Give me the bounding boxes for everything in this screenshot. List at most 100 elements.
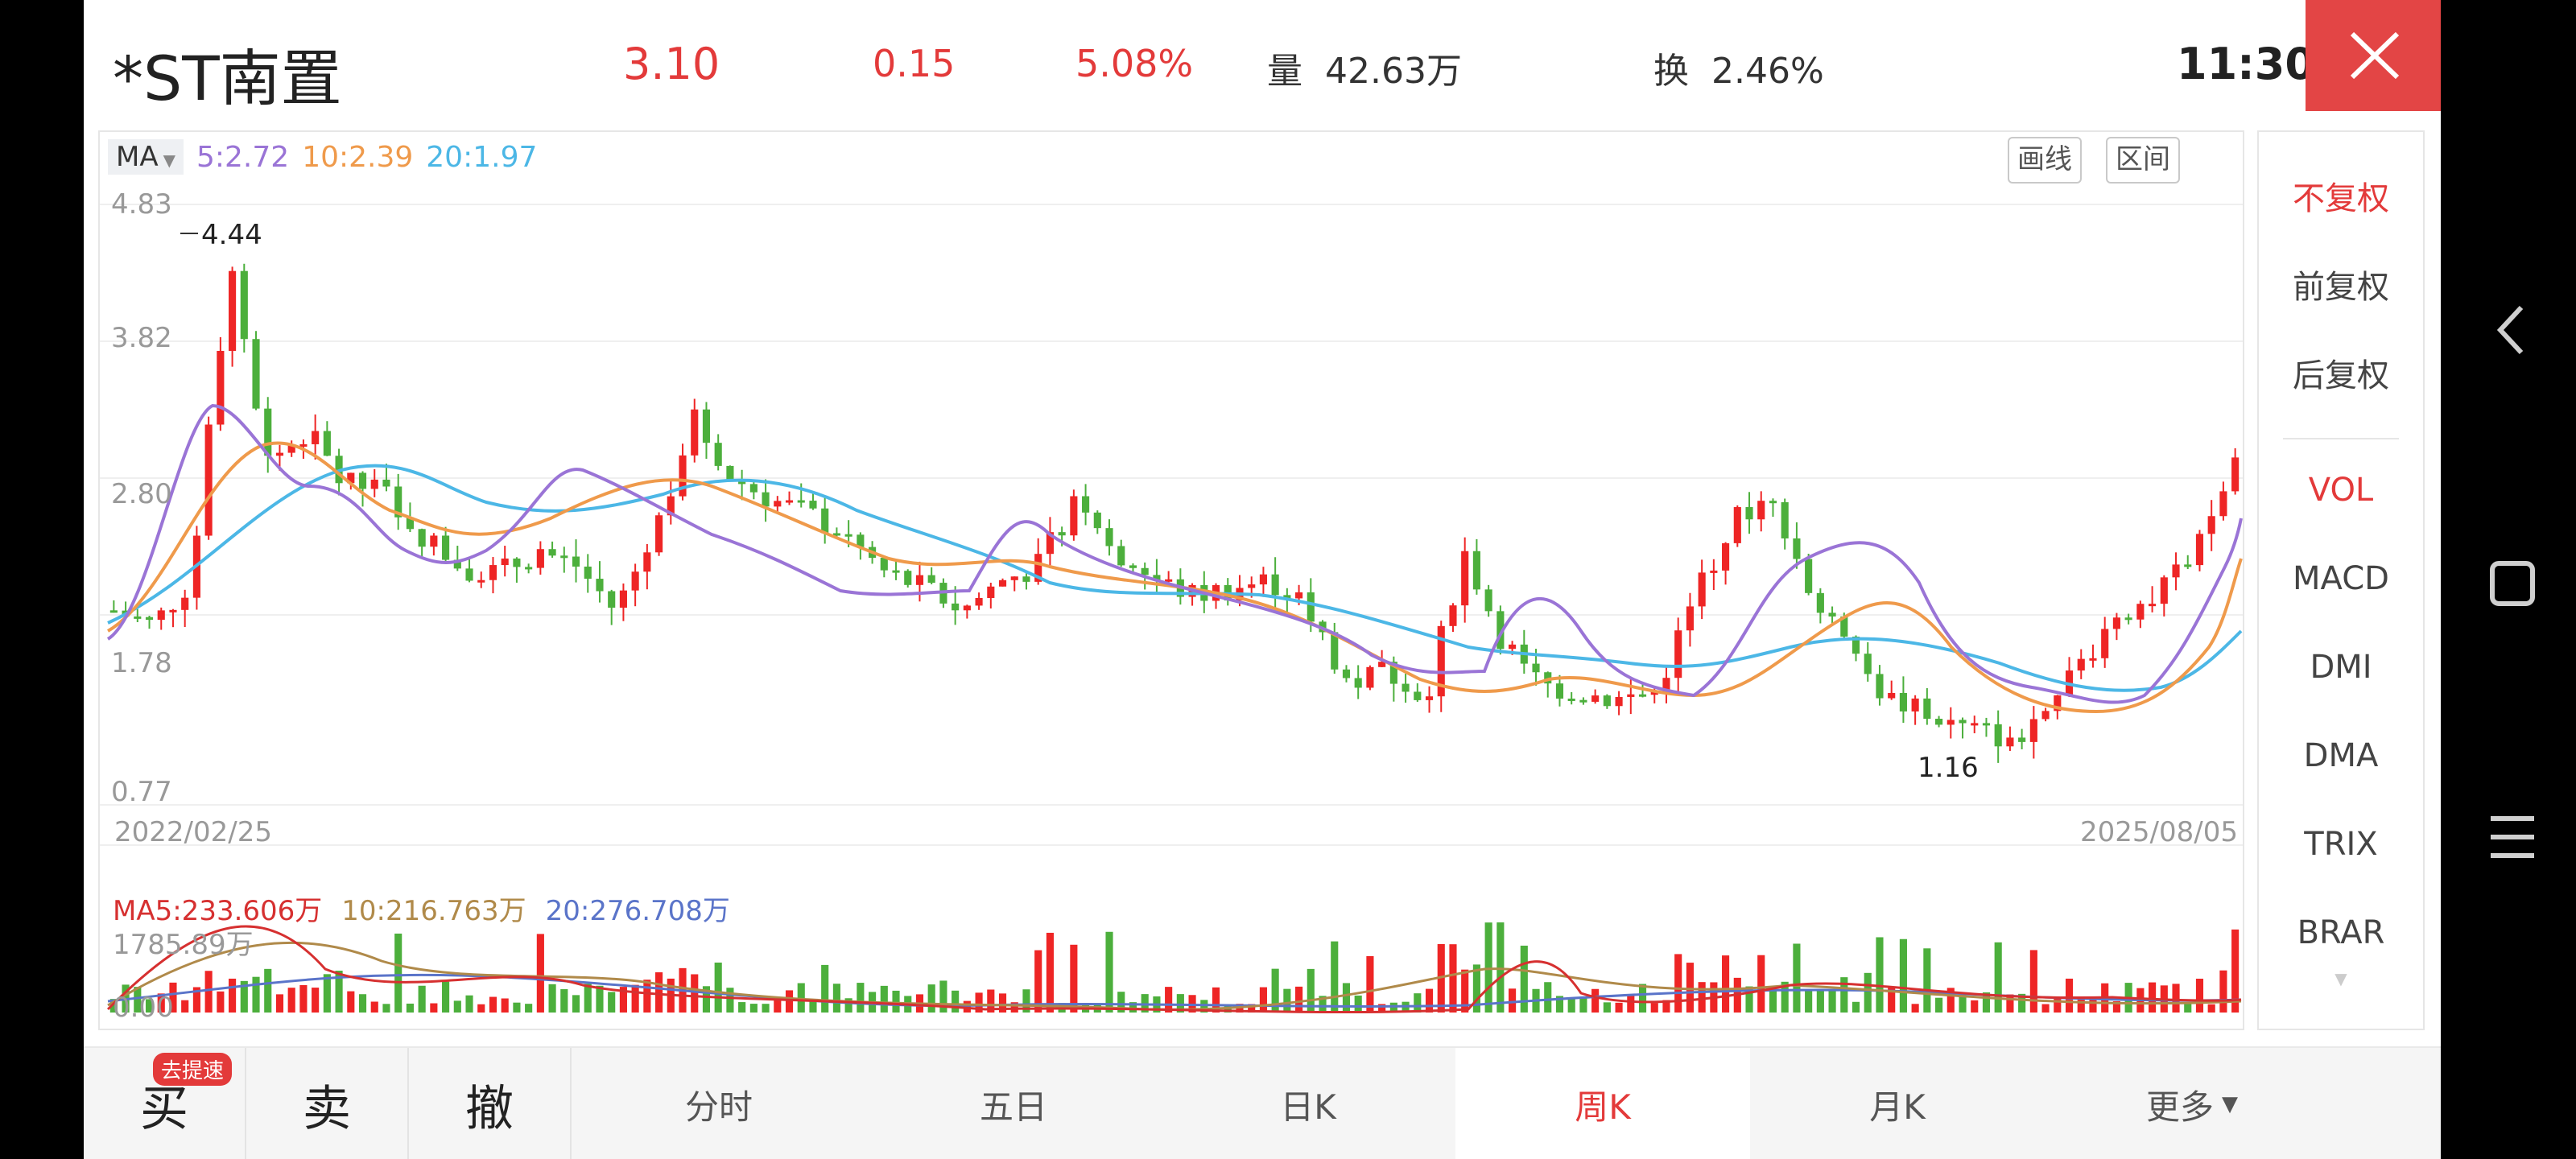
candle-body — [1248, 584, 1256, 588]
volume-bar — [453, 1000, 461, 1013]
volume-bar — [2054, 997, 2062, 1013]
volume-bar — [2077, 998, 2085, 1013]
ma-legend: MA ▼ 5:2.72 10:2.39 20:1.97 — [108, 138, 537, 175]
date-end: 2025/08/05 — [2080, 816, 2238, 848]
candle-body — [1579, 699, 1587, 703]
candle-body — [453, 559, 461, 569]
candle-body — [1283, 595, 1291, 599]
candle-body — [1354, 678, 1362, 688]
volume-bar — [1591, 988, 1600, 1013]
candle-body — [2149, 604, 2157, 607]
volume-bar — [2006, 994, 2014, 1013]
tab-weekly-k[interactable]: 周K — [1455, 1048, 1750, 1159]
candle-body — [1923, 698, 1931, 720]
home-icon[interactable] — [2484, 555, 2541, 612]
candle-body — [2101, 629, 2109, 658]
candle-body — [181, 597, 189, 610]
system-nav-bar — [2447, 0, 2576, 1159]
menu-item-no-adjust[interactable]: 不复权 — [2293, 180, 2389, 217]
candle-body — [501, 558, 509, 566]
candle-body — [477, 580, 485, 583]
volume-bar — [1876, 937, 1884, 1013]
menu-item-dmi[interactable]: DMI — [2310, 649, 2372, 686]
scroll-down-icon: ▼ — [2334, 969, 2347, 988]
draw-line-button[interactable]: 画线 — [2008, 137, 2082, 184]
candle-body — [1615, 696, 1623, 707]
volume-bar — [323, 974, 331, 1013]
candle-body — [963, 605, 971, 611]
volume-bar — [157, 993, 165, 1013]
volume-bar — [702, 986, 711, 1013]
close-button[interactable] — [2306, 0, 2441, 111]
volume-bar — [1248, 1004, 1256, 1013]
volume-bar — [1971, 1000, 1979, 1013]
volume-bar — [1674, 954, 1682, 1013]
menu-item-macd[interactable]: MACD — [2293, 560, 2389, 597]
candle-body — [204, 424, 213, 536]
candle-body — [1307, 592, 1315, 622]
tab-daily-k[interactable]: 日K — [1280, 1087, 1336, 1127]
menu-item-forward-adjust[interactable]: 前复权 — [2293, 269, 2389, 306]
candle-body — [2029, 719, 2037, 742]
candle-body — [797, 500, 805, 503]
menu-item-trix[interactable]: TRIX — [2304, 826, 2378, 863]
ma-selector[interactable]: MA ▼ — [108, 139, 184, 175]
volume-bar — [691, 974, 699, 1013]
vol-ma10-value: 10:216.763万 — [341, 895, 526, 927]
tab-monthly-k[interactable]: 月K — [1869, 1087, 1926, 1127]
tab-five-day[interactable]: 五日 — [979, 1087, 1047, 1127]
back-icon[interactable] — [2487, 298, 2536, 362]
candle-body — [1864, 654, 1872, 674]
menu-icon[interactable] — [2484, 809, 2541, 865]
candle-body — [465, 568, 473, 581]
candle-body — [264, 408, 272, 456]
candle-body — [1532, 663, 1540, 673]
menu-item-dma[interactable]: DMA — [2303, 737, 2379, 774]
date-start: 2022/02/25 — [114, 816, 272, 848]
volume-bar — [1010, 1002, 1018, 1013]
volume-bar — [1946, 988, 1955, 1013]
volume-bar — [749, 1004, 758, 1013]
volume-bar — [1899, 938, 1907, 1013]
volume-bar — [335, 971, 343, 1013]
candle-body — [145, 617, 154, 621]
menu-item-backward-adjust[interactable]: 后复权 — [2293, 357, 2389, 394]
candle-body — [1627, 694, 1635, 697]
candle-body — [406, 517, 414, 530]
kline-chart-panel[interactable]: MA ▼ 5:2.72 10:2.39 20:1.97 画线 区间 — [98, 130, 2244, 1030]
candle-body — [430, 535, 438, 547]
candle-body — [785, 500, 794, 503]
y-tick-label: 4.83 — [111, 188, 172, 221]
candle-body — [287, 445, 295, 453]
buy-button[interactable]: 买 去提速 — [84, 1048, 245, 1159]
candle-body — [1331, 632, 1339, 670]
volume-bar — [1200, 1000, 1208, 1013]
candle-body — [2018, 737, 2026, 742]
candle-body — [1674, 630, 1682, 678]
volume-max-label: 1785.89万 — [113, 929, 254, 961]
volume-bar — [2065, 978, 2074, 1013]
volume-bar — [1923, 948, 1931, 1013]
vol-ma20-value: 20:276.708万 — [545, 895, 730, 927]
menu-item-brar[interactable]: BRAR — [2297, 914, 2385, 951]
candle-body — [157, 610, 165, 621]
stock-name: *ST南置 — [113, 43, 342, 114]
volume-bar — [726, 988, 734, 1013]
sell-button[interactable]: 卖 — [303, 1080, 351, 1137]
tab-more[interactable]: 更多 ▼ — [2145, 1087, 2238, 1127]
volume-bar — [1046, 932, 1054, 1013]
tab-intraday[interactable]: 分时 — [684, 1087, 753, 1127]
candle-body — [1733, 507, 1741, 543]
menu-item-vol[interactable]: VOL — [2308, 472, 2374, 509]
volume-bar — [774, 999, 782, 1013]
candle-body — [667, 496, 675, 516]
candle-body — [2089, 658, 2097, 661]
volume-bar — [299, 984, 308, 1013]
candle-body — [1271, 574, 1279, 596]
volume-bar — [1852, 1001, 1860, 1013]
range-button[interactable]: 区间 — [2106, 137, 2180, 184]
cancel-order-button[interactable]: 撤 — [465, 1080, 514, 1137]
candle-body — [1638, 694, 1647, 697]
volume-bar — [560, 989, 568, 1013]
candle-body — [1141, 567, 1149, 575]
